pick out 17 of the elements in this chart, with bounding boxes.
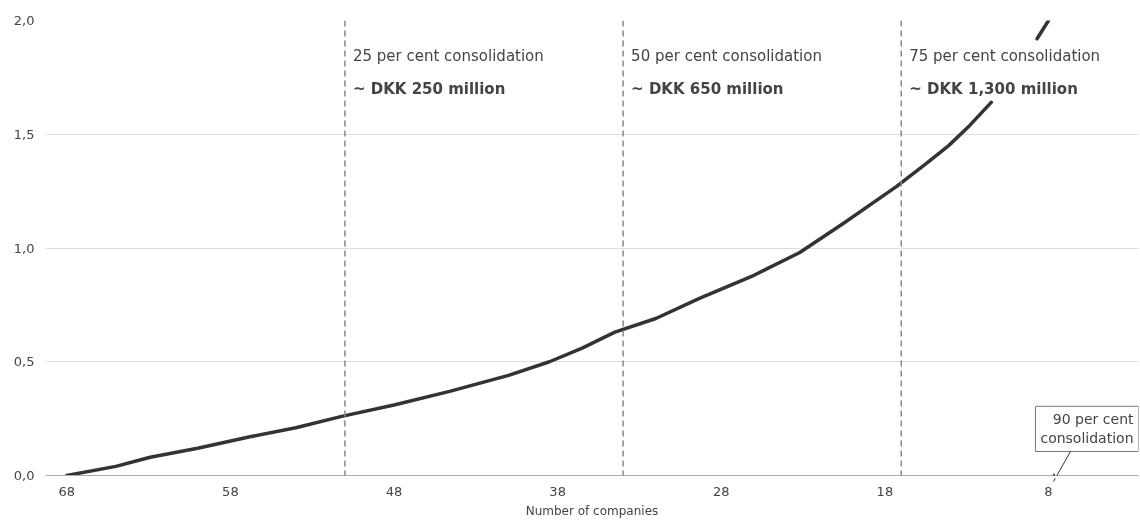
x-tick-label: 28	[712, 483, 730, 499]
ref-line-label: 50 per cent consolidation ~ DKK 650 million	[631, 46, 822, 98]
x-tick-label: 18	[876, 483, 894, 499]
y-tick-label: 0,5	[13, 354, 35, 370]
y-tick-label: 0,0	[13, 468, 35, 483]
y-tick-label: 2,0	[13, 13, 35, 28]
x-tick-label: 68	[58, 483, 76, 499]
y-tick-label: 1,0	[13, 240, 35, 256]
x-axis-title: Number of companies	[525, 503, 659, 518]
annotation: 90 per cent consolidation	[1040, 411, 1135, 447]
ref-line-label: 75 per cent consolidation ~ DKK 1,300 million	[909, 46, 1101, 98]
ref-line-label: 25 per cent consolidation ~ DKK 250 million	[352, 46, 544, 98]
x-tick-label: 8	[1044, 483, 1053, 499]
x-tick-label: 48	[385, 483, 403, 499]
x-tick-label: 58	[222, 483, 239, 499]
y-tick-label: 1,5	[13, 126, 35, 142]
x-tick-label: 38	[549, 483, 566, 499]
